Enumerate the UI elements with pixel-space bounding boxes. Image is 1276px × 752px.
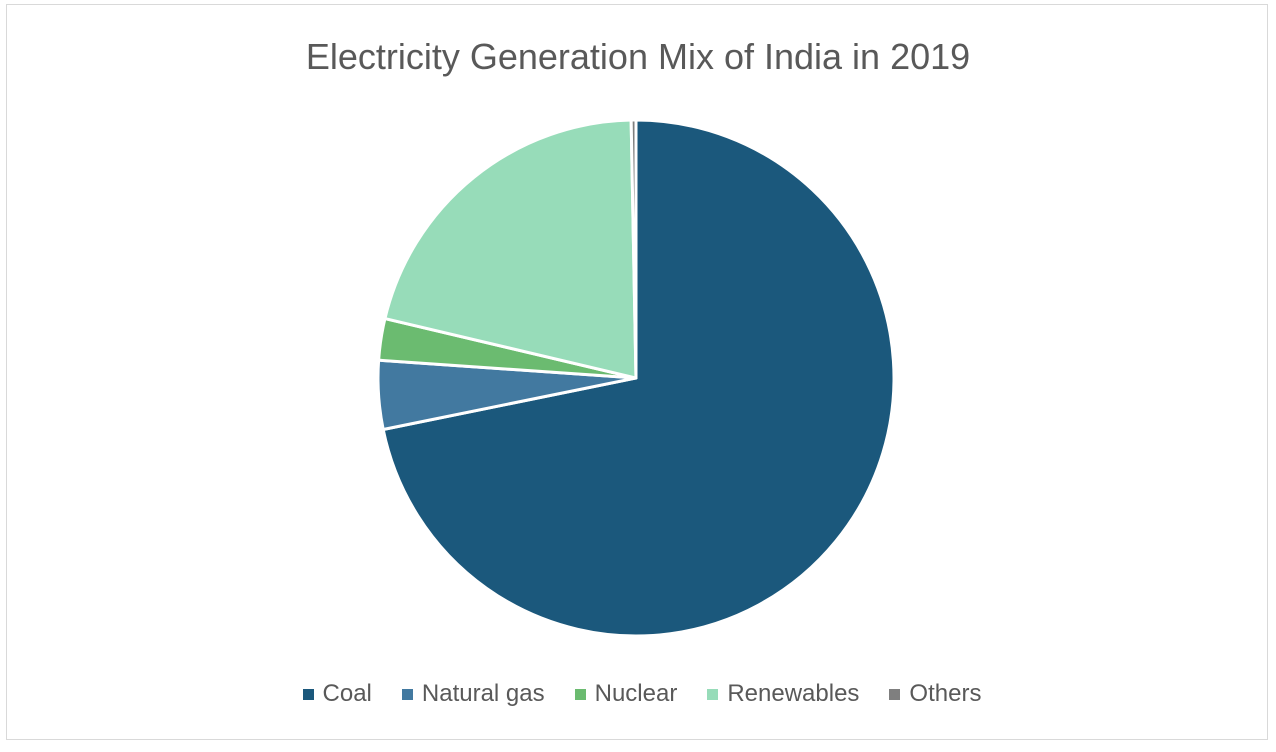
chart-area <box>6 4 1268 740</box>
legend-swatch <box>707 688 719 700</box>
pie-slice-coal <box>381 118 896 638</box>
legend-label: Others <box>909 680 982 707</box>
legend-swatch <box>302 688 314 700</box>
legend-swatch <box>401 688 413 700</box>
legend-item-others: Others <box>889 680 981 708</box>
chart-title: Electricity Generation Mix of India in 2… <box>305 36 971 77</box>
legend-label: Natural gas <box>421 680 545 707</box>
pie-slice-renewables <box>383 118 638 380</box>
pie-slice-others <box>629 118 638 380</box>
legend: Coal Natural gas Nuclear Renewables Others <box>0 680 1276 708</box>
legend-item-renewables: Renewables <box>707 680 859 708</box>
legend-swatch <box>574 688 586 700</box>
legend-label: Nuclear <box>594 680 678 707</box>
legend-label: Renewables <box>727 680 860 707</box>
legend-swatch <box>889 688 901 700</box>
legend-item-coal: Coal <box>302 680 372 708</box>
legend-label: Coal <box>322 680 372 707</box>
legend-item-nuclear: Nuclear <box>574 680 678 708</box>
legend-item-natural-gas: Natural gas <box>401 680 545 708</box>
